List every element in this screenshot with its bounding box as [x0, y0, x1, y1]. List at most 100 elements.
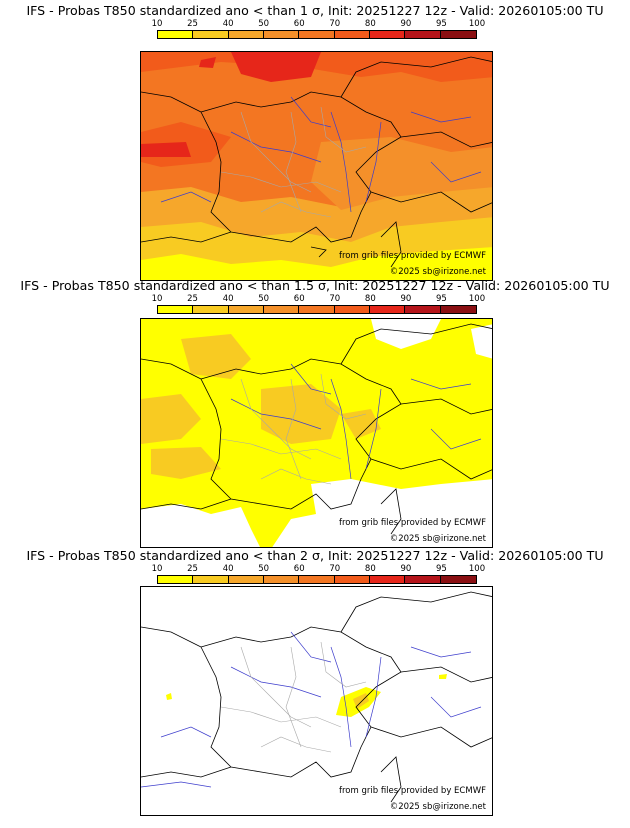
river	[430, 161, 482, 183]
region-border	[260, 201, 332, 218]
probability-color-scale: 10 25 40 50 60 70 80 90 95 100	[152, 294, 485, 317]
country-borders	[141, 591, 492, 803]
scale-segment	[263, 306, 300, 313]
map-graphic	[141, 52, 492, 280]
scale-tick-label: 80	[364, 564, 376, 574]
scale-tick-label: 50	[258, 19, 270, 29]
probability-zone	[199, 57, 216, 68]
scale-tick-label: 100	[468, 564, 486, 574]
scale-segment	[440, 31, 476, 38]
scale-tick-label: 25	[187, 19, 198, 29]
region-border	[320, 106, 367, 153]
probability-zone	[439, 674, 447, 679]
river	[230, 131, 322, 163]
river	[365, 121, 382, 203]
rivers	[141, 631, 482, 788]
probability-zone	[353, 693, 369, 709]
no-probability-zone	[272, 479, 492, 547]
country-border	[141, 626, 202, 648]
country-border	[141, 358, 202, 380]
country-border	[400, 398, 492, 415]
panel-title: IFS - Probas T850 standardized ano < tha…	[20, 278, 610, 293]
scale-segment	[405, 306, 441, 313]
scale-tick-label: 90	[400, 294, 412, 304]
river	[330, 378, 352, 480]
scale-labels: 10 25 40 50 60 70 80 90 95 100	[152, 564, 486, 575]
panel-sigma-1: IFS - Probas T850 standardized ano < tha…	[0, 3, 630, 281]
scale-tick-label: 90	[400, 19, 412, 29]
no-probability-zone	[371, 319, 441, 349]
scale-tick-label: 60	[293, 19, 305, 29]
scale-segment	[158, 576, 194, 583]
country-border	[340, 56, 492, 98]
scale-tick-label: 40	[222, 564, 234, 574]
probability-zone	[311, 137, 492, 210]
river	[430, 696, 482, 718]
region-borders	[220, 373, 367, 485]
region-border	[260, 736, 332, 753]
scale-tick-label: 50	[258, 294, 270, 304]
country-border	[370, 458, 492, 480]
rivers	[230, 363, 482, 480]
probability-zone	[141, 142, 191, 157]
region-border	[220, 438, 342, 460]
map-graphic	[141, 319, 492, 547]
scale-segment	[369, 576, 406, 583]
country-border	[340, 323, 492, 365]
country-border	[141, 91, 202, 113]
scale-tick-label: 70	[329, 19, 341, 29]
scale-segment	[228, 31, 264, 38]
panel-title: IFS - Probas T850 standardized ano < tha…	[26, 548, 604, 563]
region-border	[320, 641, 367, 688]
river	[160, 726, 212, 738]
scale-segment	[193, 31, 229, 38]
scale-tick-label: 100	[468, 19, 486, 29]
region-border	[240, 378, 312, 460]
river	[230, 398, 322, 430]
scale-tick-label: 50	[258, 564, 270, 574]
region-borders	[220, 641, 367, 753]
scale-segment	[228, 306, 264, 313]
river	[410, 646, 472, 658]
source-credit: from grib files provided by ECMWF	[339, 786, 486, 796]
probability-color-scale: 10 25 40 50 60 70 80 90 95 100	[152, 19, 485, 42]
probability-zone	[166, 693, 172, 700]
region-border	[220, 171, 342, 193]
river	[141, 781, 212, 788]
scale-bar	[157, 305, 477, 314]
scale-tick-label: 70	[329, 294, 341, 304]
probability-map: from grib files provided by ECMWF ©2025 …	[140, 51, 493, 281]
copyright-credit: ©2025 sb@irizone.net	[389, 267, 486, 277]
region-border	[220, 706, 342, 728]
scale-bar	[157, 575, 477, 584]
scale-segment	[158, 306, 194, 313]
scale-segment	[334, 576, 370, 583]
scale-segment	[334, 31, 370, 38]
scale-segment	[263, 576, 300, 583]
probability-zone	[141, 394, 201, 444]
scale-tick-label: 95	[436, 19, 447, 29]
probability-map: from grib files provided by ECMWF ©2025 …	[140, 318, 493, 548]
scale-segment	[193, 576, 229, 583]
panel-sigma-2: IFS - Probas T850 standardized ano < tha…	[0, 548, 630, 824]
copyright-credit: ©2025 sb@irizone.net	[389, 534, 486, 544]
scale-segment	[299, 306, 335, 313]
scale-segment	[405, 576, 441, 583]
country-border	[380, 488, 402, 535]
river	[230, 666, 322, 698]
country-border	[141, 766, 232, 778]
probability-zone	[141, 52, 492, 82]
scale-tick-label: 80	[364, 19, 376, 29]
source-credit: from grib files provided by ECMWF	[339, 518, 486, 528]
probability-zone	[231, 52, 321, 82]
region-border	[285, 111, 302, 213]
scale-tick-label: 90	[400, 564, 412, 574]
scale-tick-label: 60	[293, 294, 305, 304]
scale-segment	[158, 31, 194, 38]
scale-tick-label: 40	[222, 19, 234, 29]
scale-tick-label: 80	[364, 294, 376, 304]
probability-map: from grib files provided by ECMWF ©2025 …	[140, 586, 493, 816]
no-probability-zone	[141, 504, 260, 547]
country-border	[400, 131, 492, 148]
country-border	[141, 498, 232, 510]
